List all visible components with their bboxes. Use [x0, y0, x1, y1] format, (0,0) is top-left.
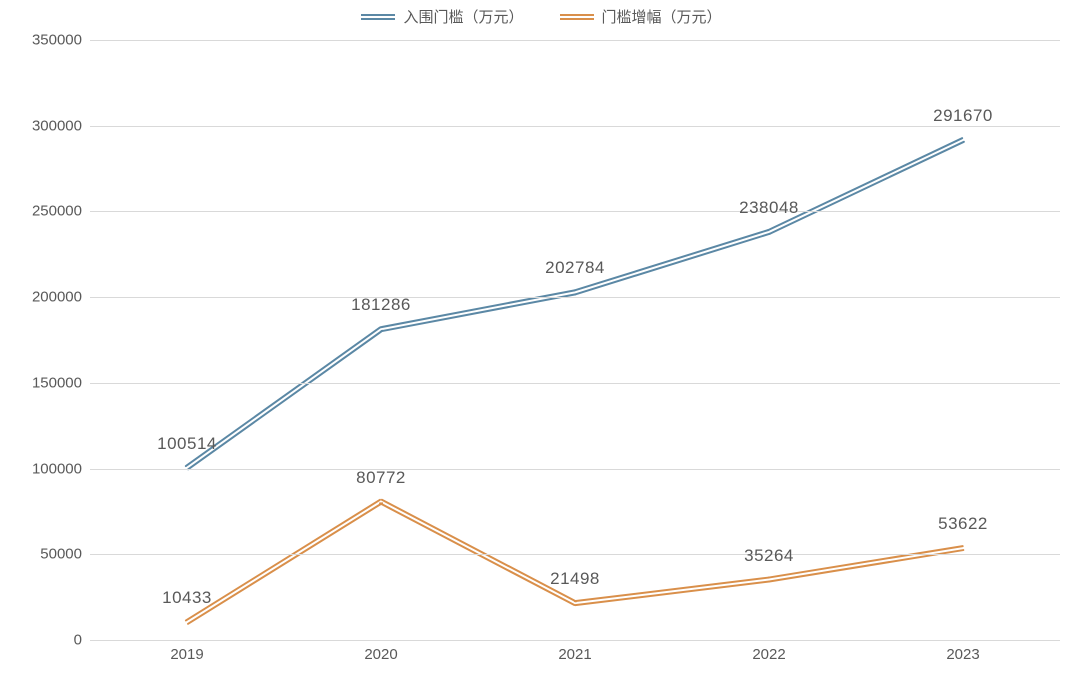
series-line	[188, 503, 382, 624]
gridline	[90, 554, 1060, 555]
gridline	[90, 297, 1060, 298]
legend-label: 门槛增幅（万元）	[602, 6, 722, 27]
line-chart: 入围门槛（万元）门槛增幅（万元） 05000010000015000020000…	[0, 0, 1083, 692]
gridline	[90, 211, 1060, 212]
data-label: 21498	[550, 569, 600, 589]
gridline	[90, 40, 1060, 41]
data-label: 53622	[938, 514, 988, 534]
x-axis-label: 2019	[170, 640, 203, 663]
y-axis-label: 0	[74, 632, 90, 649]
y-axis-label: 250000	[32, 203, 90, 220]
data-label: 10433	[162, 588, 212, 608]
x-axis-label: 2020	[364, 640, 397, 663]
data-label: 291670	[933, 106, 993, 126]
y-axis-label: 50000	[40, 546, 90, 563]
series-line	[769, 546, 963, 577]
data-label: 80772	[356, 468, 406, 488]
legend-swatch	[361, 14, 395, 20]
series-line	[575, 582, 769, 606]
plot-area: 0500001000001500002000002500003000003500…	[90, 40, 1060, 640]
series-line	[575, 578, 769, 602]
series-line	[382, 500, 576, 602]
x-axis-label: 2023	[946, 640, 979, 663]
y-axis-label: 200000	[32, 289, 90, 306]
legend-swatch	[560, 14, 594, 20]
y-axis-label: 350000	[32, 32, 90, 49]
legend-item: 门槛增幅（万元）	[560, 6, 722, 27]
x-axis-label: 2022	[752, 640, 785, 663]
legend-item: 入围门槛（万元）	[361, 6, 523, 27]
data-label: 100514	[157, 434, 217, 454]
series-line	[188, 331, 382, 469]
series-line	[770, 142, 964, 234]
y-axis-label: 150000	[32, 374, 90, 391]
data-label: 238048	[739, 198, 799, 218]
series-line	[186, 500, 380, 621]
gridline	[90, 126, 1060, 127]
chart-lines	[90, 40, 1060, 640]
legend-label: 入围门槛（万元）	[403, 6, 523, 27]
legend: 入围门槛（万元） 门槛增幅（万元）	[0, 6, 1083, 27]
y-axis-label: 100000	[32, 460, 90, 477]
data-label: 181286	[351, 295, 411, 315]
gridline	[90, 383, 1060, 384]
gridline	[90, 469, 1060, 470]
x-axis-label: 2021	[558, 640, 591, 663]
y-axis-label: 300000	[32, 117, 90, 134]
data-label: 35264	[744, 546, 794, 566]
data-label: 202784	[545, 258, 605, 278]
